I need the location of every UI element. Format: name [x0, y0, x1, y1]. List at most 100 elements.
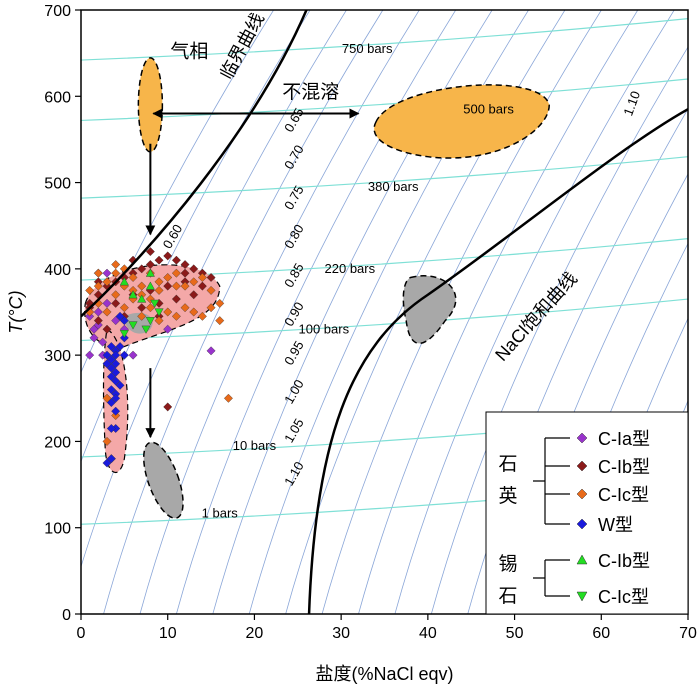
point-series-5	[154, 308, 164, 317]
legend-marker	[576, 488, 588, 500]
nacl-curve-label: NaCl饱和曲线	[491, 268, 581, 365]
y-tick-label: 300	[44, 348, 71, 365]
legend-label: C-Ic型	[598, 587, 649, 607]
data-points	[85, 247, 233, 468]
point-series-0	[206, 346, 216, 356]
point-series-3	[115, 311, 125, 321]
axes: 0 10 20 30 40 50 60 700100200300400500600700盐度(…	[6, 3, 697, 684]
y-tick-label: 400	[44, 262, 71, 279]
point-series-5	[145, 317, 155, 326]
isochore-line	[212, 10, 493, 614]
legend-label: C-Ib型	[598, 551, 650, 571]
isobar-label: 220 bars	[325, 261, 376, 276]
isobar-line	[81, 298, 688, 342]
point-series-2	[189, 277, 199, 287]
plot-frame	[80, 9, 689, 615]
point-series-1	[163, 402, 173, 412]
legend-label: W型	[598, 515, 633, 535]
legend-label: C-Ib型	[598, 457, 650, 477]
isochore-line	[285, 10, 566, 614]
point-series-5	[141, 325, 151, 334]
point-series-1	[137, 264, 147, 274]
point-series-1	[171, 294, 181, 304]
point-series-3	[115, 380, 125, 390]
point-series-2	[102, 277, 112, 287]
legend-box	[485, 411, 689, 615]
point-series-1	[93, 316, 103, 326]
point-series-3	[106, 342, 116, 351]
gray-field-low	[142, 441, 184, 519]
evolution-arrows	[145, 108, 360, 439]
legend-label: C-Ia型	[598, 429, 650, 449]
point-series-2	[128, 273, 138, 282]
point-series-2	[154, 316, 164, 326]
x-tick-label: 60	[592, 625, 610, 642]
point-series-3	[106, 398, 116, 408]
point-series-1	[163, 281, 173, 291]
gas-phase-label: 气相	[170, 40, 208, 62]
nacl-saturation-curve	[307, 108, 688, 614]
point-series-0	[85, 350, 95, 360]
legend-group-cassiterite: 锡	[498, 553, 517, 575]
point-series-2	[197, 273, 207, 282]
point-series-2	[215, 298, 225, 308]
point-series-2	[102, 307, 112, 317]
gray-field-halite	[402, 275, 457, 345]
isochore-line	[394, 10, 675, 614]
point-series-4	[137, 294, 147, 303]
legend-label: C-Ic型	[598, 485, 649, 505]
point-series-2	[189, 307, 199, 317]
point-series-3	[111, 359, 121, 369]
brine-field	[373, 84, 551, 159]
isobar-label: 500 bars	[463, 102, 514, 117]
isobar-line	[81, 156, 688, 199]
point-series-3	[102, 458, 112, 468]
point-series-1	[197, 281, 207, 291]
point-series-4	[145, 268, 155, 277]
point-series-2	[163, 307, 173, 317]
point-series-1	[206, 273, 216, 282]
isochore-line	[176, 10, 457, 614]
isochore-label: 1.05	[281, 416, 307, 445]
point-series-2	[180, 303, 190, 313]
point-series-0	[98, 337, 108, 347]
point-series-4	[128, 290, 138, 299]
critical-curve	[81, 10, 308, 318]
point-series-5	[150, 299, 160, 308]
legend-marker	[576, 554, 588, 565]
point-series-0	[89, 324, 99, 334]
legend-group-quartz: 石	[498, 454, 517, 475]
x-tick-label: 30	[332, 625, 350, 642]
isobar-line	[81, 18, 688, 61]
point-series-2	[145, 303, 155, 313]
x-tick-label: 40	[419, 625, 437, 642]
point-series-2	[171, 268, 181, 278]
point-series-2	[111, 260, 121, 270]
point-series-1	[189, 290, 199, 300]
phase-curves	[81, 10, 688, 614]
point-series-3	[119, 350, 129, 360]
x-tick-label: 50	[506, 625, 524, 642]
point-series-5	[128, 321, 138, 330]
isochore-line	[430, 46, 688, 614]
y-tick-label: 700	[44, 3, 71, 20]
point-series-4	[145, 281, 155, 290]
point-series-2	[154, 285, 164, 295]
legend-marker	[576, 432, 588, 444]
point-series-0	[163, 324, 173, 334]
point-series-2	[119, 303, 129, 313]
isobar-label: 1 bars	[202, 505, 239, 520]
immiscible-label: 不混溶	[282, 81, 339, 103]
point-series-2	[171, 311, 181, 321]
point-series-2	[85, 285, 95, 295]
point-series-0	[89, 333, 99, 343]
legend-group-quartz: 英	[498, 485, 517, 507]
point-series-1	[102, 324, 112, 334]
y-tick-label: 500	[44, 176, 71, 193]
x-tick-label: 0	[77, 625, 86, 642]
x-tick-label: 10	[159, 625, 177, 642]
legend-group-cassiterite: 石	[498, 586, 517, 607]
